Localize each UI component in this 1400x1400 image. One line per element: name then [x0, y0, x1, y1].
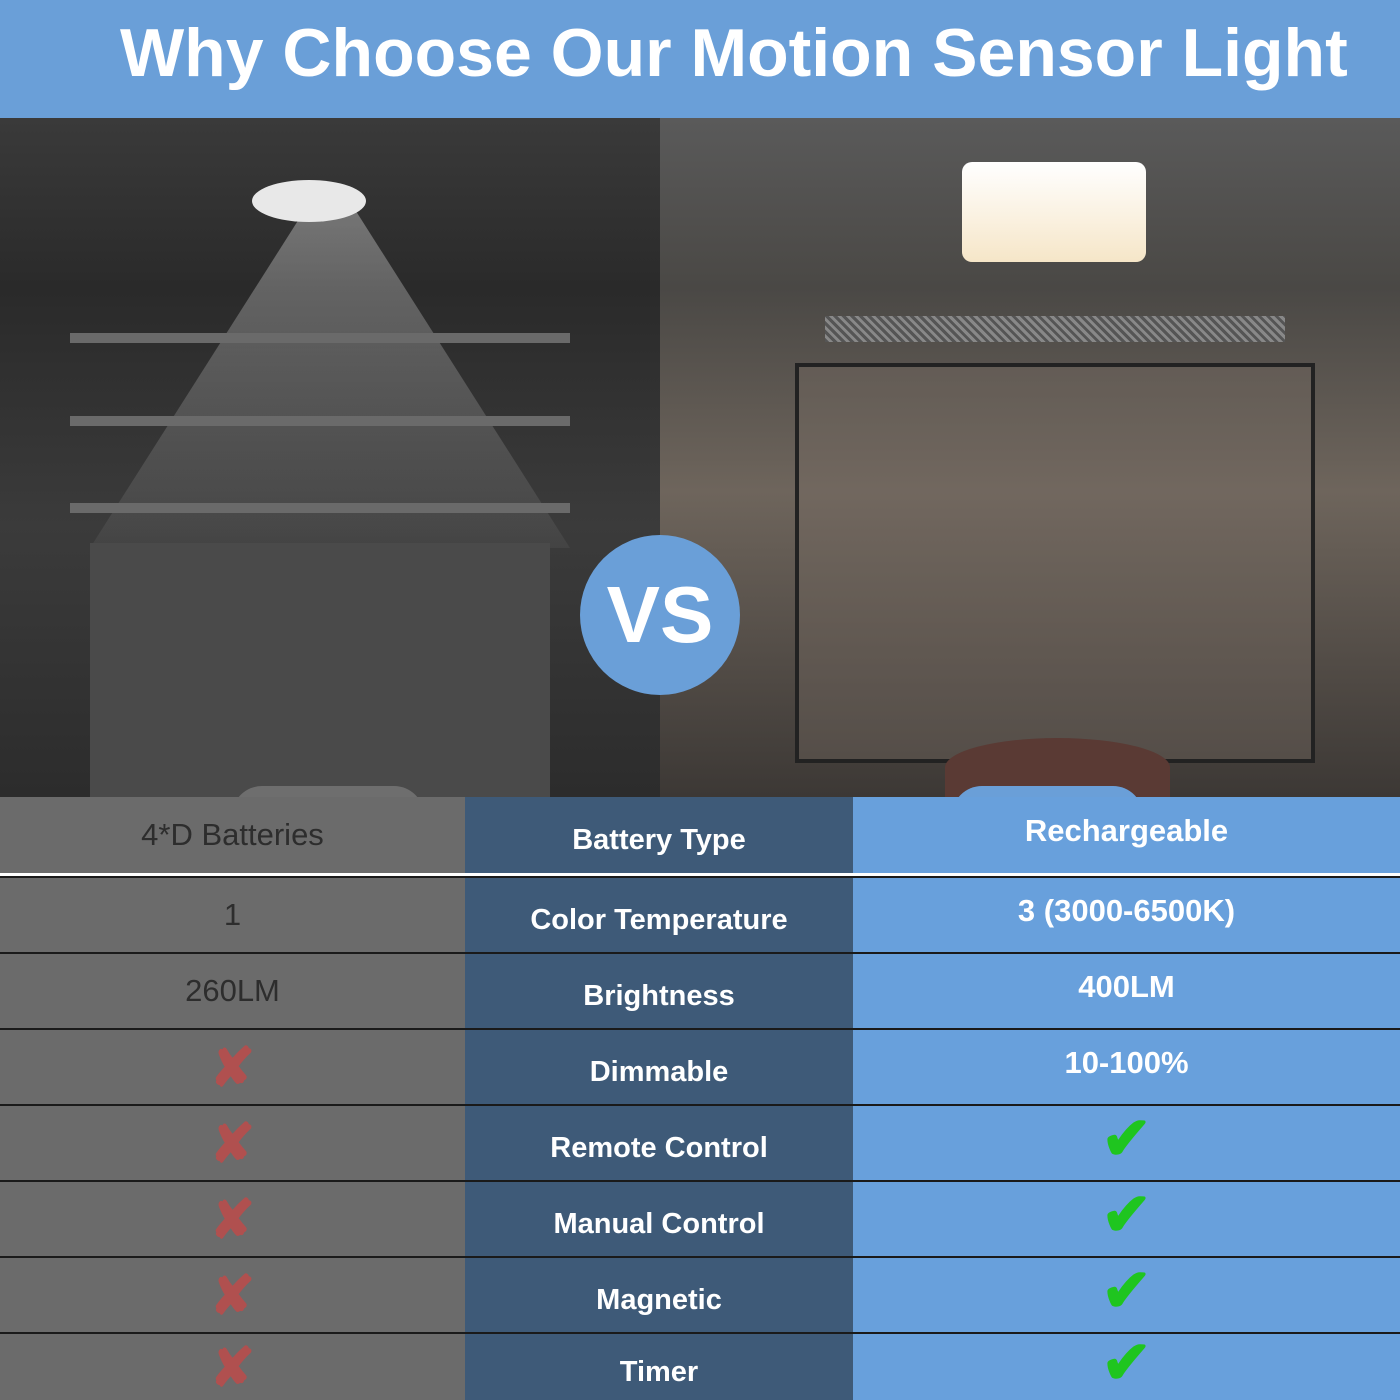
- feature-value: Remote Control: [550, 1131, 768, 1164]
- others-cell: 1: [0, 878, 465, 952]
- table-row: 4*D Batteries Battery Type Rechargeable: [0, 797, 1400, 873]
- comparison-table: 4*D Batteries Battery Type Rechargeable 1 Co…: [0, 797, 1400, 1400]
- light-beam: [90, 208, 570, 548]
- others-lamp-image: [252, 180, 366, 222]
- feature-cell: Remote Control: [465, 1106, 853, 1180]
- feature-cell: Dimmable: [465, 1030, 853, 1104]
- others-label: Others: [232, 786, 424, 797]
- wardrobe: [795, 363, 1315, 763]
- others-cell: ✘: [0, 1258, 465, 1332]
- page-title: Why Choose Our Motion Sensor Light: [120, 15, 1348, 91]
- others-cell: 260LM: [0, 954, 465, 1028]
- table-row: ✘ Remote Control ✔: [0, 1104, 1400, 1180]
- feature-cell: Brightness: [465, 954, 853, 1028]
- table-row: 1 Color Temperature 3 (3000-6500K): [0, 876, 1400, 952]
- table-row: ✘ Manual Control ✔: [0, 1180, 1400, 1256]
- ours-cell: ✔: [853, 1105, 1400, 1180]
- feature-cell: Timer: [465, 1334, 853, 1400]
- ours-cell: ✔: [853, 1329, 1400, 1400]
- ours-label: Ours: [952, 786, 1143, 797]
- vs-badge: VS: [580, 535, 740, 695]
- check-icon: ✔: [1101, 1105, 1152, 1172]
- hanging-clothes: [90, 543, 550, 797]
- ours-value: 10-100%: [1064, 1045, 1189, 1080]
- others-value: 4*D Batteries: [141, 817, 324, 852]
- ours-cell: 400LM: [853, 954, 1400, 1028]
- shelf: [70, 416, 570, 426]
- others-cell: 4*D Batteries: [0, 797, 465, 873]
- ours-cell: 3 (3000-6500K): [853, 878, 1400, 952]
- feature-value: Battery Type: [572, 823, 746, 856]
- cross-icon: ✘: [209, 1337, 256, 1398]
- table-row: ✘ Timer ✔: [0, 1329, 1400, 1400]
- feature-cell: Manual Control: [465, 1182, 853, 1256]
- ours-closet-photo: [660, 118, 1400, 797]
- table-row: ✘ Magnetic ✔: [0, 1256, 1400, 1332]
- shelf: [70, 333, 570, 343]
- ours-cell: 10-100%: [853, 1030, 1400, 1104]
- others-closet-photo: [0, 118, 660, 797]
- header-banner: Why Choose Our Motion Sensor Light: [0, 0, 1400, 118]
- feature-cell: Battery Type: [465, 797, 853, 873]
- feature-value: Magnetic: [596, 1283, 722, 1316]
- cross-icon: ✘: [209, 1189, 256, 1250]
- feature-cell: Color Temperature: [465, 878, 853, 952]
- air-vent: [825, 316, 1285, 342]
- check-icon: ✔: [1101, 1181, 1152, 1248]
- ours-value: 3 (3000-6500K): [1017, 893, 1236, 928]
- ours-lamp-image: [962, 162, 1146, 262]
- cross-icon: ✘: [209, 1265, 256, 1326]
- feature-value: Manual Control: [553, 1207, 765, 1240]
- feature-cell: Magnetic: [465, 1258, 853, 1332]
- feature-value: Brightness: [583, 979, 735, 1012]
- others-cell: ✘: [0, 1106, 465, 1180]
- cross-icon: ✘: [209, 1037, 256, 1098]
- others-value: 1: [223, 897, 242, 932]
- ours-cell: Rechargeable: [853, 797, 1400, 873]
- feature-value: Dimmable: [589, 1055, 729, 1088]
- cross-icon: ✘: [209, 1113, 256, 1174]
- ours-value: Rechargeable: [1024, 813, 1229, 848]
- others-cell: ✘: [0, 1182, 465, 1256]
- check-icon: ✔: [1101, 1257, 1152, 1324]
- table-row: ✘ Dimmable 10-100%: [0, 1028, 1400, 1104]
- ours-cell: ✔: [853, 1257, 1400, 1332]
- others-cell: ✘: [0, 1334, 465, 1400]
- feature-value: Color Temperature: [530, 903, 788, 936]
- others-value: 260LM: [185, 973, 280, 1008]
- ours-value: 400LM: [1078, 969, 1175, 1004]
- others-cell: ✘: [0, 1030, 465, 1104]
- check-icon: ✔: [1101, 1329, 1152, 1396]
- comparison-photos: VS Others Ours: [0, 118, 1400, 797]
- shelf: [70, 503, 570, 513]
- feature-value: Timer: [619, 1355, 699, 1388]
- ours-cell: ✔: [853, 1181, 1400, 1256]
- table-row: 260LM Brightness 400LM: [0, 952, 1400, 1028]
